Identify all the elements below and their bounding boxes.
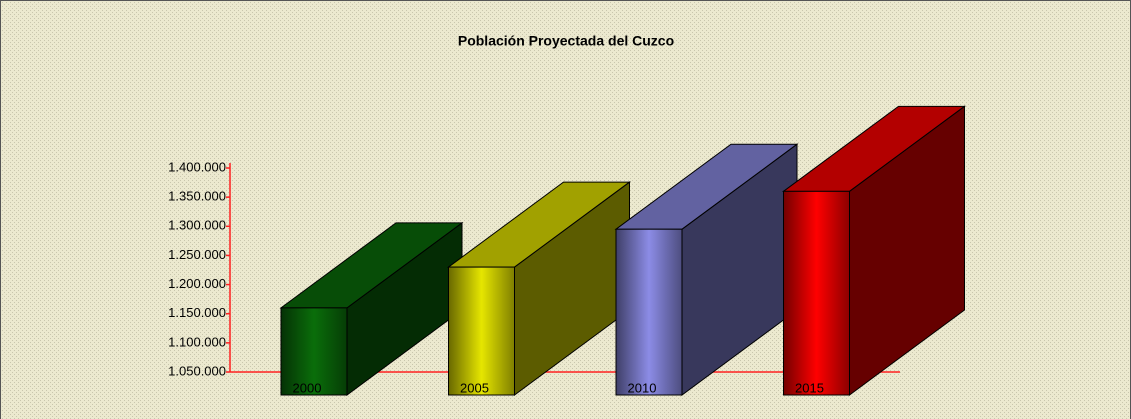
y-tick-label: 1.300.000 (168, 218, 226, 233)
y-tick-label: 1.250.000 (168, 247, 226, 262)
x-tick-label: 2005 (460, 380, 489, 395)
y-tick-label: 1.200.000 (168, 276, 226, 291)
bar (614, 143, 799, 396)
bar-front (448, 266, 515, 396)
y-tick-label: 1.050.000 (168, 363, 226, 378)
x-tick-label: 2015 (795, 380, 824, 395)
bar-front (783, 190, 850, 396)
bar (279, 221, 464, 396)
bar (446, 181, 632, 396)
y-tick-label: 1.400.000 (168, 159, 226, 174)
bar-front (280, 307, 348, 396)
chart-title: Población Proyectada del Cuzco (458, 33, 674, 49)
bar-front (615, 228, 683, 396)
y-tick-label: 1.150.000 (168, 305, 226, 320)
bar (781, 105, 967, 396)
y-tick-label: 1.350.000 (168, 189, 226, 204)
y-tick-label: 1.100.000 (168, 334, 226, 349)
x-tick-label: 2000 (293, 380, 322, 395)
x-tick-label: 2010 (628, 380, 657, 395)
